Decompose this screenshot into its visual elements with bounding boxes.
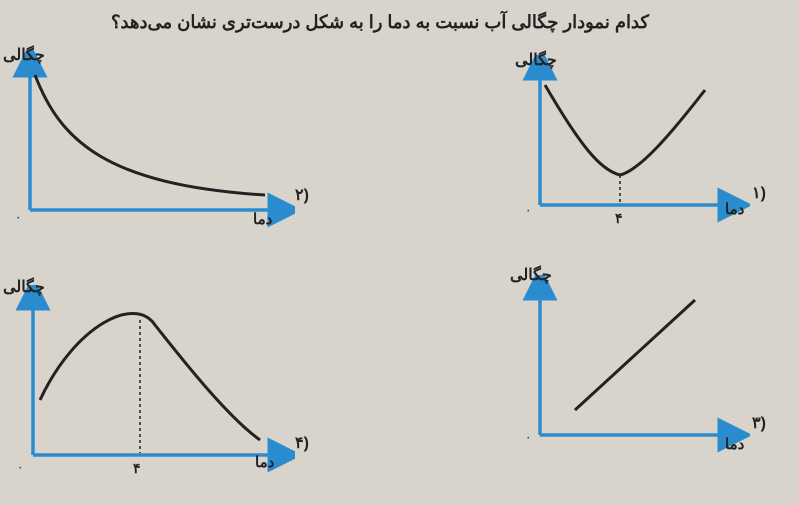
x-label-1: دما: [725, 200, 744, 218]
x-label-3: دما: [725, 435, 744, 453]
y-label-4: چگالی: [3, 277, 45, 297]
curve-1: [545, 85, 705, 175]
option-1-label: (۱: [752, 183, 766, 203]
chart-4: چگالی دما (۴ ۴ ۰: [5, 285, 295, 495]
chart-1: چگالی دما (۱ ۴ ۰: [520, 55, 750, 230]
option-4-label: (۴: [295, 433, 309, 453]
zero-4: ۰: [17, 460, 23, 474]
x-label-4: دما: [255, 453, 274, 471]
y-label-1: چگالی: [515, 50, 557, 70]
chart-4-svg: [5, 285, 295, 495]
option-3-label: (۳: [752, 413, 766, 433]
curve-2: [35, 75, 265, 195]
chart-2-svg: [5, 50, 295, 240]
zero-1: ۰: [525, 203, 531, 217]
y-label-3: چگالی: [510, 265, 552, 285]
y-label-2: چگالی: [3, 45, 45, 65]
chart-1-svg: [520, 55, 750, 230]
zero-2: ۰: [15, 210, 21, 224]
zero-3: ۰: [525, 430, 531, 444]
chart-2: چگالی دما (۲ ۰: [5, 50, 295, 240]
chart-3-svg: [520, 275, 750, 475]
curve-3: [575, 300, 695, 410]
curve-4: [40, 314, 260, 440]
question-text: کدام نمودار چگالی آب نسبت به دما را به ش…: [111, 12, 649, 33]
tick-1: ۴: [615, 210, 623, 227]
x-label-2: دما: [253, 210, 272, 228]
option-2-label: (۲: [295, 185, 309, 205]
chart-3: چگالی دما (۳ ۰: [520, 275, 750, 475]
tick-4: ۴: [133, 460, 141, 477]
